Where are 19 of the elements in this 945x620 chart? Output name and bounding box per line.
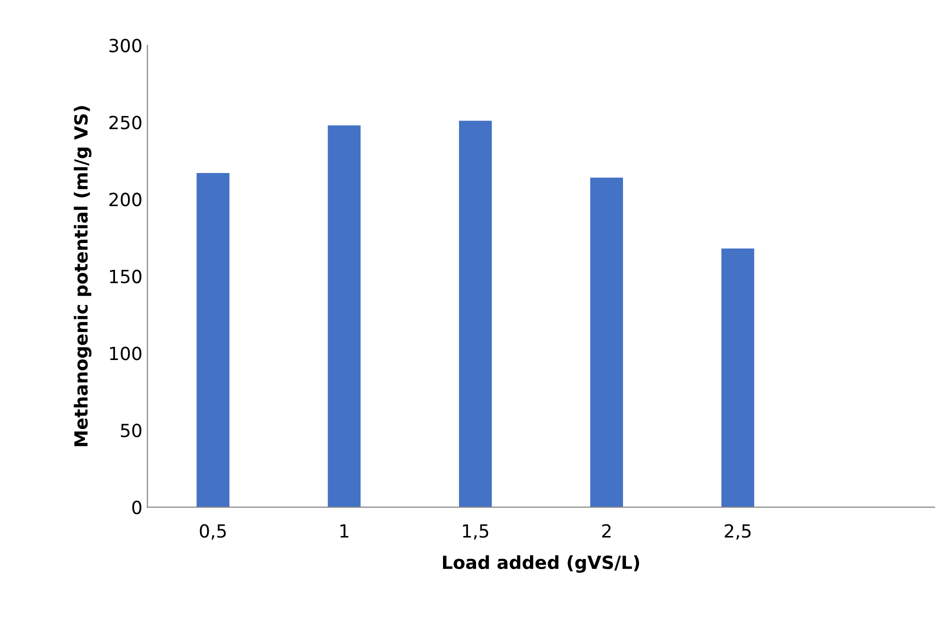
y-tick-label: 200 bbox=[109, 192, 142, 206]
bar bbox=[196, 173, 230, 508]
bar bbox=[590, 178, 624, 508]
y-tick-label: 150 bbox=[110, 270, 142, 284]
bar bbox=[459, 120, 492, 508]
x-axis-title: Load added (gVS/L) bbox=[443, 555, 640, 573]
y-axis-title: Methanogenic potential (ml/g VS) bbox=[74, 106, 92, 446]
x-tick-label: 2 bbox=[602, 524, 611, 538]
y-tick-label: 100 bbox=[110, 346, 142, 360]
y-tick-label: 50 bbox=[120, 424, 142, 438]
y-tick-label: 0 bbox=[132, 500, 142, 514]
x-tick-label: 1 bbox=[340, 524, 348, 538]
x-tick-label: 0,5 bbox=[200, 524, 226, 540]
y-tick-label: 250 bbox=[109, 116, 142, 130]
y-tick-label: 300 bbox=[109, 38, 142, 52]
bar bbox=[328, 125, 361, 508]
bar bbox=[721, 248, 754, 508]
x-tick-label: 2,5 bbox=[724, 524, 751, 540]
x-tick-label: 1,5 bbox=[463, 524, 488, 540]
